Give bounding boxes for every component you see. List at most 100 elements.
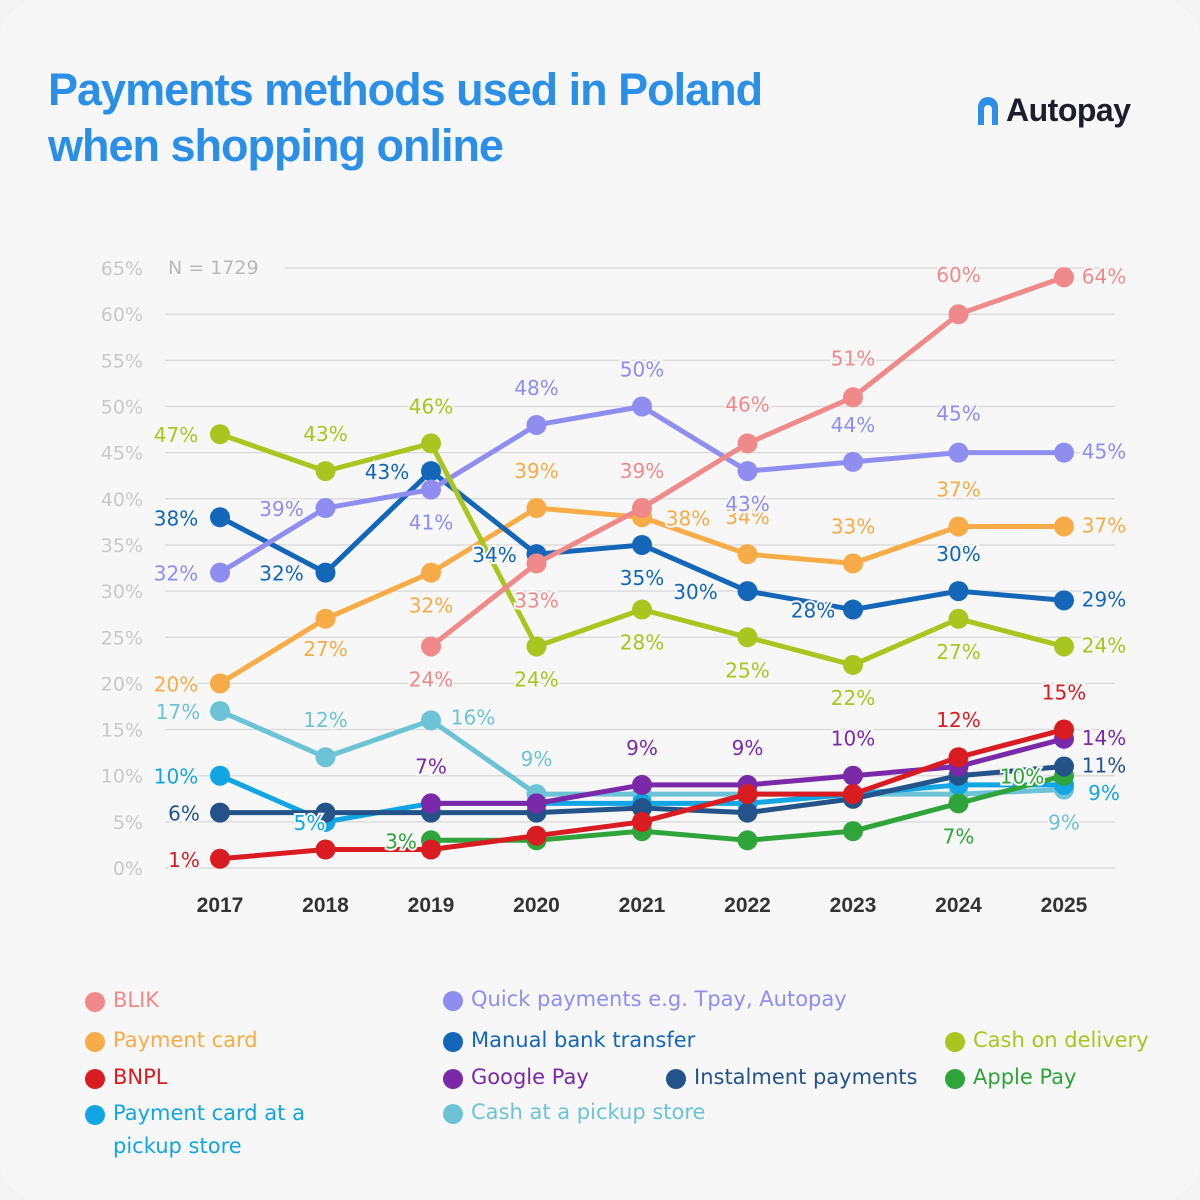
data-point xyxy=(632,774,652,795)
y-tick-label: 35% xyxy=(101,535,143,557)
legend-swatch xyxy=(443,991,463,1011)
y-tick-label: 65% xyxy=(101,258,143,280)
data-point xyxy=(210,802,230,823)
data-label: 24% xyxy=(409,667,453,691)
data-label: 27% xyxy=(303,637,347,661)
data-label: 51% xyxy=(831,346,875,370)
data-label: 34% xyxy=(725,505,769,529)
y-tick-label: 25% xyxy=(101,627,143,649)
autopay-logo-icon xyxy=(978,97,998,125)
data-label: 7% xyxy=(415,754,447,778)
data-point xyxy=(315,839,336,860)
legend-label: BNPL xyxy=(113,1065,168,1089)
data-label: 46% xyxy=(409,394,453,418)
data-point xyxy=(632,498,652,519)
data-label: 24% xyxy=(1082,633,1126,657)
data-label: 9% xyxy=(626,736,658,760)
data-label: 43% xyxy=(303,422,347,446)
data-label: 35% xyxy=(620,566,664,590)
data-point xyxy=(737,802,758,823)
legend-item: Manual bank transfer xyxy=(443,1028,743,1057)
y-tick-label: 50% xyxy=(101,397,143,419)
data-point xyxy=(1054,756,1074,777)
data-point xyxy=(210,424,230,445)
data-label: 27% xyxy=(936,640,980,664)
data-point xyxy=(948,747,969,768)
data-point xyxy=(632,396,652,417)
data-label: 12% xyxy=(303,708,347,732)
data-point xyxy=(1054,442,1074,463)
line-chart: 0% 5% 10% 15% 20% 25% 30% 35% 40% 45% 50% 55% 60% 65%… xyxy=(101,257,1128,917)
x-tick-label: 2023 xyxy=(830,894,877,917)
data-label: 45% xyxy=(1082,440,1126,464)
data-point xyxy=(421,433,441,454)
data-label: 33% xyxy=(831,514,875,538)
data-label: 39% xyxy=(259,497,303,521)
data-label: 37% xyxy=(936,477,980,501)
data-point xyxy=(315,498,336,519)
data-point xyxy=(421,479,441,500)
data-point xyxy=(948,581,969,602)
legend-label: Cash at a pickup store xyxy=(471,1100,706,1124)
legend-label: Manual bank transfer xyxy=(471,1028,696,1052)
data-point xyxy=(843,451,863,472)
data-point xyxy=(210,765,230,786)
y-tick-label: 0% xyxy=(113,858,143,880)
data-label: 32% xyxy=(409,594,453,618)
legend-item: Instalment payments xyxy=(666,1065,966,1094)
data-label: 28% xyxy=(791,599,835,623)
data-label: 1% xyxy=(168,848,200,872)
x-tick-label: 2024 xyxy=(935,894,982,917)
data-label: 7% xyxy=(943,824,975,848)
data-point xyxy=(632,599,652,620)
x-tick-label: 2019 xyxy=(408,894,455,917)
legend-item: BLIK xyxy=(85,988,385,1017)
brand-name: Autopay xyxy=(1006,91,1131,128)
data-point xyxy=(632,811,652,832)
data-point xyxy=(737,627,758,648)
data-label: 34% xyxy=(472,543,516,567)
data-label: 10% xyxy=(154,765,198,789)
legend-label: BLIK xyxy=(113,988,160,1012)
data-label: 10% xyxy=(831,727,875,751)
data-label: 46% xyxy=(725,392,769,416)
legend-item: Google Pay xyxy=(443,1065,663,1094)
data-label: 50% xyxy=(620,358,664,382)
data-label: 60% xyxy=(936,263,980,287)
legend-item: Quick payments e.g. Tpay, Autopay xyxy=(443,987,923,1016)
data-point xyxy=(737,544,758,565)
data-label: 24% xyxy=(514,667,558,691)
data-point xyxy=(737,581,758,602)
data-point xyxy=(948,516,969,537)
data-point xyxy=(421,636,441,657)
data-label: 16% xyxy=(451,705,495,729)
data-label: 43% xyxy=(365,460,409,484)
legend-label: Quick payments e.g. Tpay, Autopay xyxy=(471,987,847,1011)
y-tick-label: 55% xyxy=(101,350,143,372)
legend-item: Apple Pay xyxy=(945,1065,1185,1094)
data-label: 17% xyxy=(156,700,200,724)
data-label: 28% xyxy=(620,631,664,655)
data-point xyxy=(1054,590,1074,611)
sample-size-note: N = 1729 xyxy=(168,257,259,279)
data-point xyxy=(526,498,547,519)
data-label: 9% xyxy=(732,736,764,760)
data-label: 32% xyxy=(259,562,303,586)
y-tick-label: 15% xyxy=(101,720,143,742)
data-point xyxy=(1054,516,1074,537)
data-label: 47% xyxy=(154,423,198,447)
legend-item: Payment card xyxy=(85,1028,385,1057)
legend-swatch xyxy=(85,1032,105,1052)
data-label: 15% xyxy=(1042,681,1086,705)
y-tick-label: 45% xyxy=(101,443,143,465)
data-label: 9% xyxy=(1088,781,1120,805)
legend-item: BNPL xyxy=(85,1065,385,1094)
y-tick-label: 10% xyxy=(101,766,143,788)
data-label: 48% xyxy=(514,376,558,400)
legend-label: Payment card xyxy=(113,1028,258,1052)
data-point xyxy=(948,442,969,463)
data-point xyxy=(948,793,969,814)
data-label: 39% xyxy=(514,459,558,483)
data-point xyxy=(315,747,336,768)
